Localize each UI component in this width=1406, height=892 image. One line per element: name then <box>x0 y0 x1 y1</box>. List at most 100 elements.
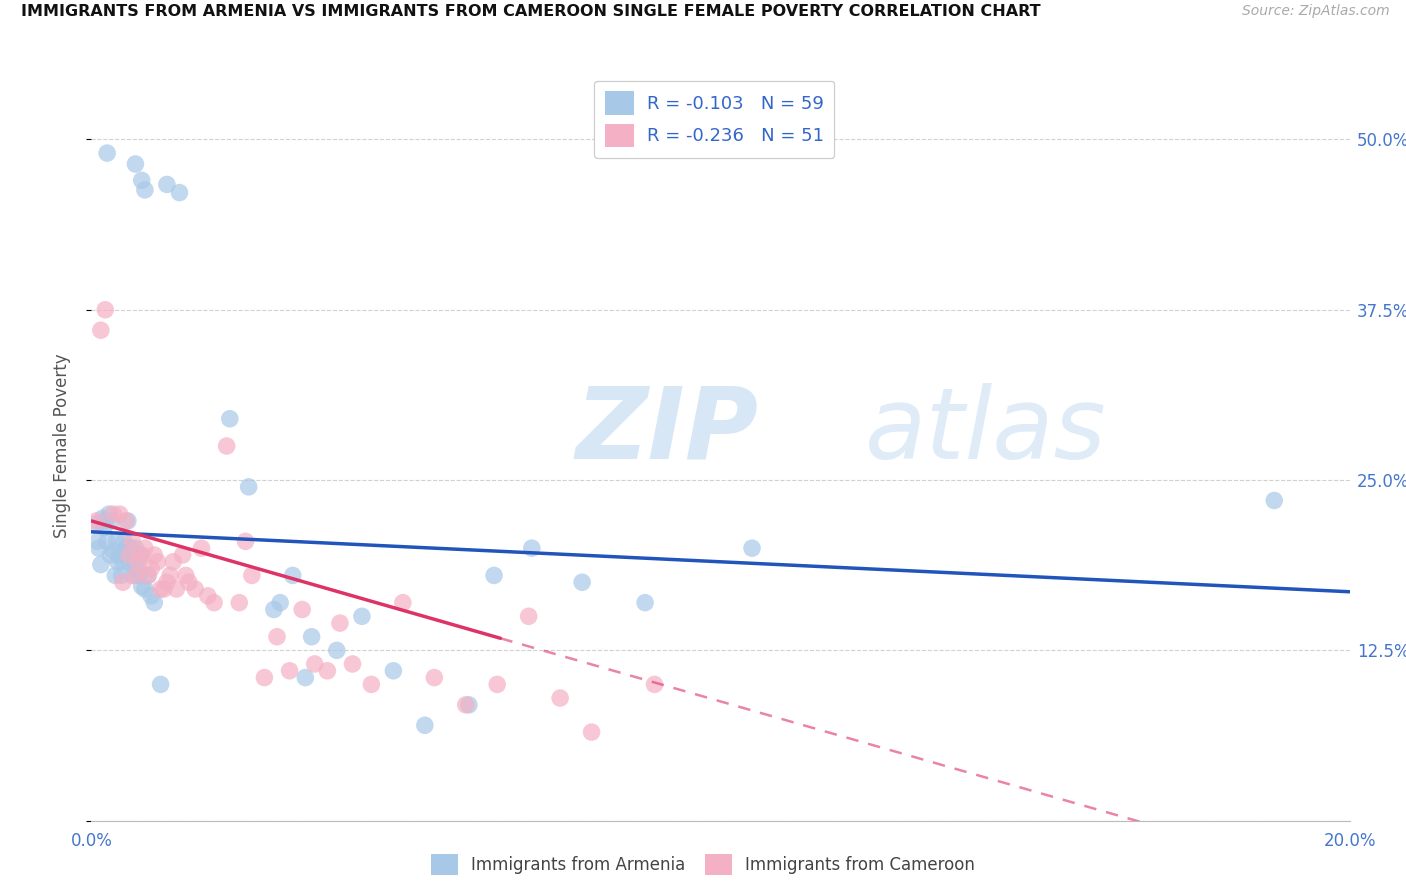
Point <box>172 548 194 562</box>
Point <box>149 677 172 691</box>
Point <box>103 544 125 558</box>
Y-axis label: Single Female Poverty: Single Female Poverty <box>52 354 70 538</box>
Point <box>741 541 763 556</box>
Point <box>156 575 179 590</box>
Point <box>177 575 200 590</box>
Point <box>107 555 129 569</box>
Point <box>128 555 150 569</box>
Point <box>413 718 436 732</box>
Text: atlas: atlas <box>865 383 1107 480</box>
Point <box>197 589 219 603</box>
Point <box>87 541 110 556</box>
Point <box>278 664 301 678</box>
Point <box>134 541 156 556</box>
Point <box>174 568 197 582</box>
Point <box>571 575 593 590</box>
Point <box>423 671 446 685</box>
Point <box>169 186 191 200</box>
Point <box>350 609 373 624</box>
Text: IMMIGRANTS FROM ARMENIA VS IMMIGRANTS FROM CAMEROON SINGLE FEMALE POVERTY CORREL: IMMIGRANTS FROM ARMENIA VS IMMIGRANTS FR… <box>21 4 1040 20</box>
Point <box>103 507 125 521</box>
Point <box>581 725 603 739</box>
Point <box>291 602 314 616</box>
Point <box>281 568 304 582</box>
Point <box>131 173 153 187</box>
Point <box>136 568 159 582</box>
Point <box>98 507 121 521</box>
Point <box>94 302 117 317</box>
Point <box>269 596 291 610</box>
Point <box>235 534 257 549</box>
Point <box>190 541 212 556</box>
Point <box>152 582 174 596</box>
Point <box>124 568 146 582</box>
Point <box>94 514 117 528</box>
Point <box>294 671 316 685</box>
Point <box>108 548 131 562</box>
Point <box>115 514 138 528</box>
Point <box>120 541 142 556</box>
Point <box>122 555 145 569</box>
Text: Source: ZipAtlas.com: Source: ZipAtlas.com <box>1241 4 1389 19</box>
Point <box>517 609 540 624</box>
Point <box>117 514 139 528</box>
Point <box>165 582 187 596</box>
Point <box>108 507 131 521</box>
Point <box>105 534 128 549</box>
Point <box>326 643 349 657</box>
Point <box>162 555 184 569</box>
Point <box>121 534 143 549</box>
Point <box>96 146 118 161</box>
Legend: R = -0.103   N = 59, R = -0.236   N = 51: R = -0.103 N = 59, R = -0.236 N = 51 <box>595 80 834 158</box>
Point <box>634 596 657 610</box>
Point <box>86 516 108 531</box>
Point <box>91 511 114 525</box>
Point <box>143 596 166 610</box>
Point <box>149 582 172 596</box>
Point <box>266 630 288 644</box>
Point <box>124 157 146 171</box>
Point <box>93 521 115 535</box>
Point <box>215 439 238 453</box>
Point <box>131 548 153 562</box>
Point <box>129 548 152 562</box>
Legend: Immigrants from Armenia, Immigrants from Cameroon: Immigrants from Armenia, Immigrants from… <box>425 847 981 882</box>
Point <box>100 514 122 528</box>
Point <box>454 698 477 712</box>
Point <box>124 541 146 556</box>
Point <box>141 561 163 575</box>
Point <box>253 671 276 685</box>
Point <box>141 589 163 603</box>
Point <box>392 596 415 610</box>
Point <box>128 568 150 582</box>
Point <box>134 183 156 197</box>
Point <box>263 602 285 616</box>
Point <box>156 178 179 192</box>
Point <box>202 596 225 610</box>
Point <box>98 548 121 562</box>
Point <box>112 534 135 549</box>
Point <box>457 698 479 712</box>
Point <box>125 561 148 575</box>
Point <box>90 323 112 337</box>
Point <box>118 555 141 569</box>
Point <box>382 664 405 678</box>
Point <box>316 664 339 678</box>
Point <box>228 596 250 610</box>
Point <box>304 657 326 671</box>
Point <box>104 568 127 582</box>
Point <box>548 691 571 706</box>
Point <box>136 568 159 582</box>
Point <box>301 630 323 644</box>
Point <box>520 541 543 556</box>
Point <box>482 568 505 582</box>
Point <box>131 579 153 593</box>
Point <box>238 480 260 494</box>
Point <box>159 568 181 582</box>
Point <box>118 548 141 562</box>
Point <box>1263 493 1285 508</box>
Point <box>86 514 108 528</box>
Point <box>96 534 118 549</box>
Point <box>111 575 134 590</box>
Point <box>111 555 134 569</box>
